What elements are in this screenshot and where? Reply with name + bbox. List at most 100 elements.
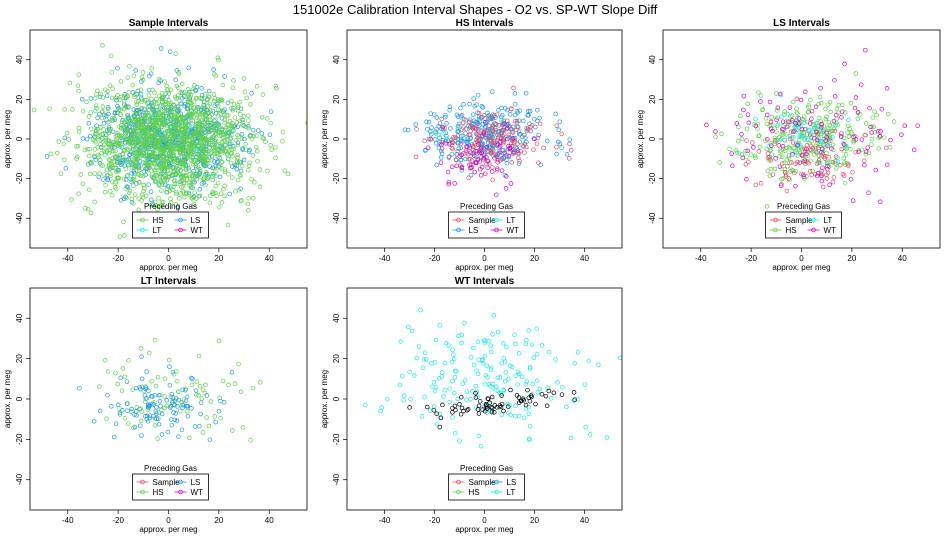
data-point-lt <box>473 383 479 389</box>
data-point-ls <box>183 387 188 393</box>
data-point-self <box>484 402 489 408</box>
data-point-hs <box>744 126 750 132</box>
data-point-lt <box>513 414 518 419</box>
data-point-hs <box>116 140 122 146</box>
data-point-hs <box>205 108 210 113</box>
data-point-wt <box>741 107 746 113</box>
data-point-wt <box>911 147 917 153</box>
data-point-hs <box>180 165 186 171</box>
data-point-sample <box>531 147 536 152</box>
data-point-sample <box>792 170 797 176</box>
legend-swatch-point <box>811 217 816 223</box>
data-point-hs <box>119 122 124 128</box>
data-point-wt <box>734 121 740 126</box>
data-point-hs <box>168 394 174 400</box>
legend-label: LT <box>153 226 162 235</box>
data-point-ls <box>256 128 261 133</box>
data-point-ls <box>176 397 182 403</box>
data-point-lt <box>813 121 819 126</box>
data-point-sample <box>489 148 494 154</box>
y-axis-label: approx. per meg <box>636 110 645 168</box>
data-point-hs <box>203 170 209 175</box>
data-point-self <box>544 403 550 409</box>
data-point-hs <box>184 190 189 196</box>
data-point-lt <box>794 150 799 156</box>
data-point-sample <box>488 151 494 156</box>
data-point-lt <box>527 366 533 371</box>
data-point-ls <box>115 65 120 71</box>
data-point-self <box>477 398 483 404</box>
data-point-wt <box>473 160 479 166</box>
data-point-hs <box>246 125 251 131</box>
x-tick-label: -40 <box>62 516 74 525</box>
data-point-hs <box>194 379 200 385</box>
data-point-lt <box>414 355 419 361</box>
data-point-ls <box>413 122 418 127</box>
data-point-wt <box>503 174 509 179</box>
data-point-hs <box>121 176 127 182</box>
data-point-hs <box>139 105 145 111</box>
data-point-hs <box>226 156 231 162</box>
data-point-hs <box>212 127 217 132</box>
data-point-hs <box>130 200 136 206</box>
data-point-ls <box>434 115 440 120</box>
data-point-hs <box>222 183 227 189</box>
data-point-ls <box>124 379 130 384</box>
data-point-wt <box>730 163 735 169</box>
data-point-hs <box>137 111 143 116</box>
data-point-hs <box>826 125 831 131</box>
data-point-hs <box>246 195 251 201</box>
data-point-hs <box>160 135 165 140</box>
data-point-hs <box>219 126 225 132</box>
legend-swatch-point <box>494 489 499 495</box>
data-point-hs <box>170 130 175 135</box>
data-point-hs <box>192 190 197 195</box>
data-point-ls <box>475 92 481 98</box>
data-point-sample <box>824 176 830 181</box>
data-point-lt <box>452 374 458 380</box>
data-point-hs <box>149 96 154 102</box>
data-point-hs <box>148 126 154 132</box>
x-tick-label: -20 <box>112 516 124 525</box>
data-point-hs <box>172 181 178 187</box>
data-point-hs <box>846 123 851 129</box>
data-point-lt <box>618 355 622 361</box>
data-point-hs <box>142 112 148 117</box>
data-point-self <box>499 393 504 398</box>
data-point-lt <box>819 138 824 144</box>
data-point-self <box>465 407 471 412</box>
data-point-hs <box>796 138 802 143</box>
data-point-sample <box>788 160 794 165</box>
data-point-lt <box>564 404 569 410</box>
data-point-hs <box>191 129 197 135</box>
data-point-hs <box>222 137 227 143</box>
data-point-hs <box>255 149 260 154</box>
legend-label: Sample <box>153 478 181 487</box>
data-point-lt <box>464 389 470 394</box>
data-point-hs <box>219 98 225 104</box>
data-point-wt <box>858 82 864 87</box>
data-point-hs <box>134 157 140 162</box>
data-point-hs <box>76 88 81 94</box>
data-point-wt <box>497 143 503 149</box>
data-point-ls <box>147 413 153 418</box>
data-point-sample <box>792 128 797 134</box>
data-point-ls <box>97 111 102 117</box>
data-point-hs <box>780 129 785 135</box>
data-point-hs <box>117 97 123 102</box>
data-point-lt <box>508 412 513 418</box>
y-tick-label: -40 <box>15 473 24 485</box>
data-point-ls <box>459 167 465 173</box>
data-point-wt <box>770 128 775 134</box>
data-point-hs <box>214 193 219 199</box>
data-point-ls <box>525 113 530 118</box>
data-point-hs <box>242 89 248 95</box>
data-point-hs <box>109 161 114 167</box>
data-point-hs <box>126 105 131 110</box>
data-point-ls <box>477 118 483 124</box>
legend-label: LT <box>507 488 516 497</box>
data-point-hs <box>149 168 154 173</box>
data-point-hs <box>150 151 156 156</box>
data-point-sample <box>816 158 822 163</box>
data-point-hs <box>141 143 147 148</box>
